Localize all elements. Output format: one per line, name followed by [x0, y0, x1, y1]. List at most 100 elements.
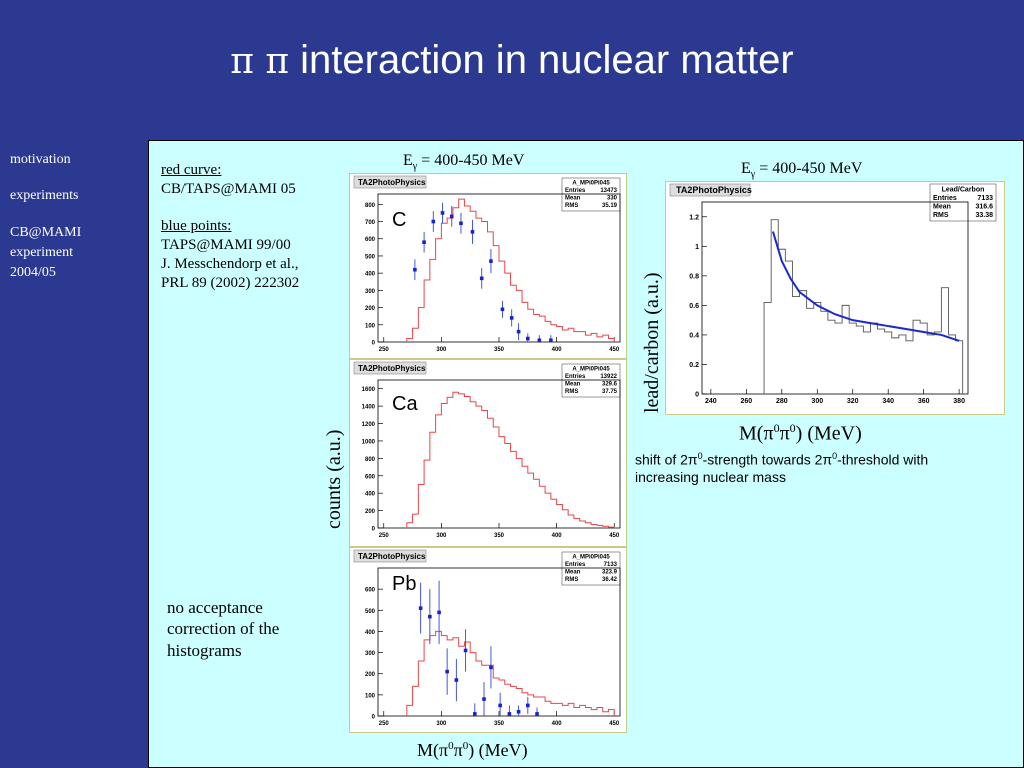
blue-data-point	[498, 703, 502, 708]
stats-box	[561, 177, 621, 212]
stats-value: 35.19	[602, 203, 618, 209]
x-tick-label: 240	[705, 398, 717, 405]
red-curve-desc: CB/TAPS@MAMI 05	[161, 180, 296, 197]
y-tick-label: 600	[365, 474, 376, 480]
shift-note: shift of 2π0-strength towards 2π0-thresh…	[635, 451, 928, 487]
header-box	[353, 361, 427, 375]
stats-value: 36.42	[602, 577, 618, 583]
stats-value: 316.6	[975, 204, 993, 211]
y-tick-label: 600	[365, 588, 376, 594]
y-tick-label: 0.4	[689, 332, 699, 339]
blue-data-point	[428, 614, 432, 619]
mass-label-sup: 0	[462, 740, 469, 752]
y-tick-label: 1	[695, 244, 699, 251]
x-tick-label: 450	[609, 533, 620, 539]
x-tick-label: 400	[552, 721, 563, 727]
sidebar-item-cbmami[interactable]: CB@MAMI experiment 2004/05	[10, 223, 81, 284]
y-tick-label: 300	[365, 289, 376, 295]
red-histogram-pb	[406, 630, 615, 716]
x-tick-label: 360	[918, 398, 930, 405]
x-tick-label: 380	[953, 398, 965, 405]
sidebar: motivation experiments CB@MAMI experimen…	[10, 150, 81, 299]
mass-label-sup: 0	[448, 740, 454, 752]
egamma-label-left: Eγ = 400-450 MeV	[403, 151, 524, 174]
nucleus-label: C	[392, 209, 406, 231]
blue-data-point	[516, 709, 521, 714]
x-tick-label: 340	[882, 398, 894, 405]
egamma-range: = 400-450 MeV	[417, 152, 525, 169]
blue-data-point	[526, 703, 530, 708]
egamma-range: = 400-450 MeV	[755, 160, 863, 177]
blue-points-desc: TAPS@MAMI 99/00	[161, 237, 291, 253]
x-tick-label: 450	[609, 721, 620, 727]
red-histogram-ca	[406, 391, 615, 528]
blue-data-point	[445, 669, 449, 674]
x-tick-label: 250	[379, 347, 390, 353]
mass-label-sup: 0	[773, 421, 780, 435]
x-tick-label: 450	[609, 347, 620, 353]
y-tick-label: 0	[695, 392, 699, 399]
legend-notes: red curve: CB/TAPS@MAMI 05 blue points: …	[161, 161, 299, 292]
x-tick-label: 260	[740, 398, 752, 405]
egamma-e: E	[403, 152, 413, 169]
stats-key: Entries	[565, 374, 586, 380]
stats-key: Mean	[565, 196, 581, 202]
stats-key: Entries	[933, 195, 957, 202]
histogram-panel-lead: TA2PhotoPhysics A_MPi0Pi045 Entries 7133 Mea…	[349, 547, 627, 733]
sidebar-item-label: 2004/05	[10, 265, 56, 281]
shift-note-text: increasing nuclear mass	[635, 469, 786, 486]
stats-box	[929, 183, 997, 222]
x-tick-label: 300	[436, 347, 447, 353]
stats-key: RMS	[565, 577, 578, 583]
shift-note-pi: π	[687, 451, 698, 468]
blue-data-point	[549, 338, 553, 343]
acceptance-note: no acceptance correction of the histogra…	[167, 597, 279, 661]
red-histogram-c	[406, 198, 615, 342]
blue-data-point	[537, 338, 542, 343]
y-tick-label: 1400	[362, 405, 376, 411]
blue-data-point	[489, 665, 493, 670]
mass-label-pi: π	[439, 740, 449, 760]
blue-data-point	[454, 678, 459, 682]
acceptance-note-line: histograms	[167, 640, 242, 660]
mass-label-pre: M(	[739, 422, 764, 445]
x-tick-label: 300	[436, 533, 447, 539]
blue-data-point	[463, 648, 468, 653]
egamma-label-right: Eγ = 400-450 MeV	[741, 159, 862, 182]
blue-data-point	[431, 219, 436, 224]
shift-note-pi: π	[822, 451, 833, 468]
blue-data-point	[489, 259, 493, 263]
blue-data-point	[470, 230, 475, 234]
sidebar-item-motivation[interactable]: motivation	[10, 152, 71, 167]
sidebar-item-experiments[interactable]: experiments	[10, 188, 79, 204]
y-tick-label: 500	[365, 254, 376, 260]
y-tick-label: 0	[372, 341, 376, 347]
x-tick-label: 300	[436, 721, 447, 727]
x-tick-label: 320	[847, 398, 859, 405]
x-tick-label: 280	[776, 398, 788, 405]
sidebar-item-label: CB@MAMI	[10, 224, 82, 240]
mass-label-post: ) (MeV)	[795, 422, 862, 445]
slide-title: π π interaction in nuclear matter	[0, 38, 1024, 83]
mass-axis-label-right: M(π0π0) (MeV)	[739, 421, 862, 447]
content-area: red curve: CB/TAPS@MAMI 05 blue points: …	[148, 140, 1024, 768]
stats-value: 7133	[977, 195, 993, 202]
mass-label-sup: 0	[789, 421, 796, 435]
x-tick-label: 350	[494, 721, 505, 727]
shift-note-text: -strength towards 2	[702, 451, 823, 468]
blue-data-point	[473, 712, 477, 716]
plot-frame	[701, 201, 969, 395]
header-box	[353, 175, 427, 189]
y-tick-label: 0.2	[689, 362, 699, 369]
blue-data-point	[418, 606, 423, 610]
leadcarbon-axis-label: lead/carbon (a.u.)	[641, 272, 663, 413]
ratio-panel: TA2PhotoPhysics Lead/Carbon Entries 7133 Mea…	[665, 181, 1005, 415]
y-tick-label: 700	[365, 220, 376, 226]
header-label: TA2PhotoPhysics	[358, 552, 426, 561]
blue-data-point	[479, 276, 484, 281]
mass-label-pi: π	[779, 422, 790, 445]
egamma-sub: γ	[412, 161, 418, 173]
stats-value: 330	[607, 196, 618, 202]
